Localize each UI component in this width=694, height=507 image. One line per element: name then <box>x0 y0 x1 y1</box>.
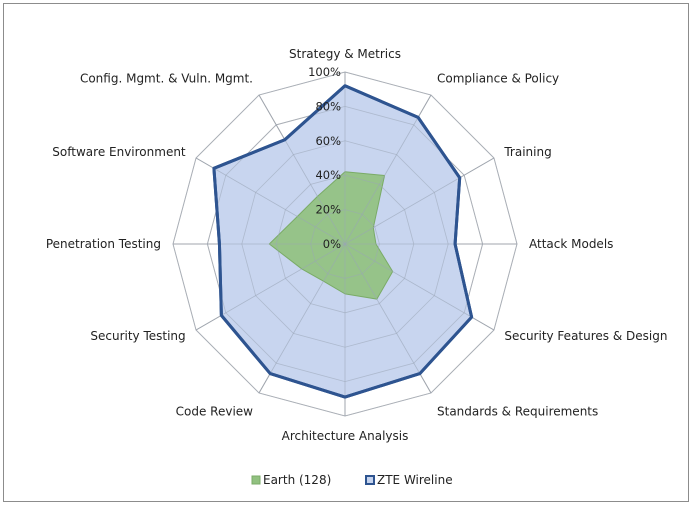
grid-overlay-3 <box>241 140 449 348</box>
series-zte-wireline-outline <box>212 84 474 399</box>
category-label-architecture-analysis: Architecture Analysis <box>282 429 409 443</box>
spoke-overlay-10 <box>195 157 346 245</box>
category-label-security-testing: Security Testing <box>90 329 185 343</box>
spoke-overlay-7 <box>258 243 346 394</box>
tick-label-20pct: 20% <box>315 203 341 217</box>
tick-label-40pct: 40% <box>315 168 341 182</box>
category-label-training: Training <box>503 145 551 159</box>
legend-swatch-zte-wireline <box>365 475 375 485</box>
category-label-code-review: Code Review <box>176 404 254 418</box>
legend: Earth (128) ZTE Wireline <box>251 473 453 487</box>
grid-overlay-2 <box>275 174 415 314</box>
category-label-security-features-design: Security Features & Design <box>504 329 667 343</box>
spoke-overlay-2 <box>344 157 495 245</box>
grid-overlay-5 <box>172 71 518 417</box>
spoke-overlay-1 <box>344 94 432 245</box>
radar-category-labels: Strategy & Metrics Compliance & Policy Tra… <box>46 47 668 443</box>
category-label-strategy-metrics: Strategy & Metrics <box>289 47 401 61</box>
legend-label-earth-128: Earth (128) <box>263 473 331 487</box>
legend-swatch-earth-128 <box>251 475 261 485</box>
category-label-attack-models: Attack Models <box>529 237 613 251</box>
category-label-standards-requirements: Standards & Requirements <box>437 404 598 418</box>
category-label-software-environment: Software Environment <box>52 145 186 159</box>
category-label-penetration-testing: Penetration Testing <box>46 237 161 251</box>
tick-label-60pct: 60% <box>315 134 341 148</box>
tick-label-0pct: 0% <box>323 237 341 251</box>
category-label-compliance-policy: Compliance & Policy <box>437 72 559 86</box>
tick-label-100pct: 100% <box>308 65 341 79</box>
category-label-config-mgmt-vuln-mgmt: Config. Mgmt. & Vuln. Mgmt. <box>80 72 253 86</box>
spoke-overlay-11 <box>258 94 346 245</box>
legend-label-zte-wireline: ZTE Wireline <box>377 473 453 487</box>
grid-overlay-1 <box>310 209 380 279</box>
spoke-overlay-5 <box>344 243 432 394</box>
radar-series <box>172 71 518 417</box>
grid-overlay-4 <box>206 105 484 383</box>
spoke-overlay-4 <box>344 243 495 331</box>
radar-tick-labels: 0% 20% 40% 60% 80% 100% <box>308 65 341 251</box>
tick-label-80pct: 80% <box>315 99 341 113</box>
